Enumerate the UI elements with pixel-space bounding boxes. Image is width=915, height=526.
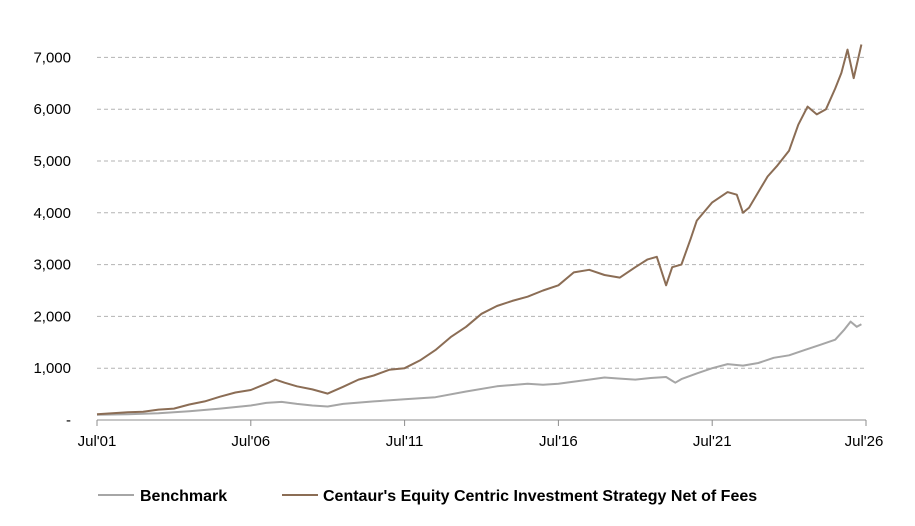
y-tick-label: - [66,412,71,429]
x-tick-label: Jul'26 [845,433,884,450]
legend-label: Centaur's Equity Centric Investment Stra… [323,488,757,505]
benchmark-series-line [96,320,862,416]
strategy-series-line [96,44,863,416]
x-tick-label: Jul'21 [693,433,732,450]
x-tick-label: Jul'16 [539,433,578,450]
x-tick-label: Jul'11 [386,433,424,450]
series-lines [96,44,863,416]
legend-label: Benchmark [140,488,227,505]
grid-lines [97,56,866,369]
y-axis-tick-labels: - 1,000 2,000 3,000 4,000 5,000 6,000 7,000 [33,49,71,429]
y-tick-label: 4,000 [33,205,71,222]
x-tick-label: Jul'06 [231,433,270,450]
y-tick-label: 7,000 [33,49,71,66]
y-tick-label: 6,000 [33,101,71,118]
x-tick-label: Jul'01 [78,433,117,450]
y-tick-label: 2,000 [33,308,71,325]
y-tick-label: 5,000 [33,153,71,170]
y-tick-label: 1,000 [33,360,71,377]
legend: Benchmark Centaur's Equity Centric Invest… [98,488,757,505]
x-axis-tick-labels: Jul'01 Jul'06 Jul'11 Jul'16 Jul'21 Jul'26 [78,433,884,450]
y-tick-label: 3,000 [33,257,71,274]
x-axis-ticks [96,420,867,426]
